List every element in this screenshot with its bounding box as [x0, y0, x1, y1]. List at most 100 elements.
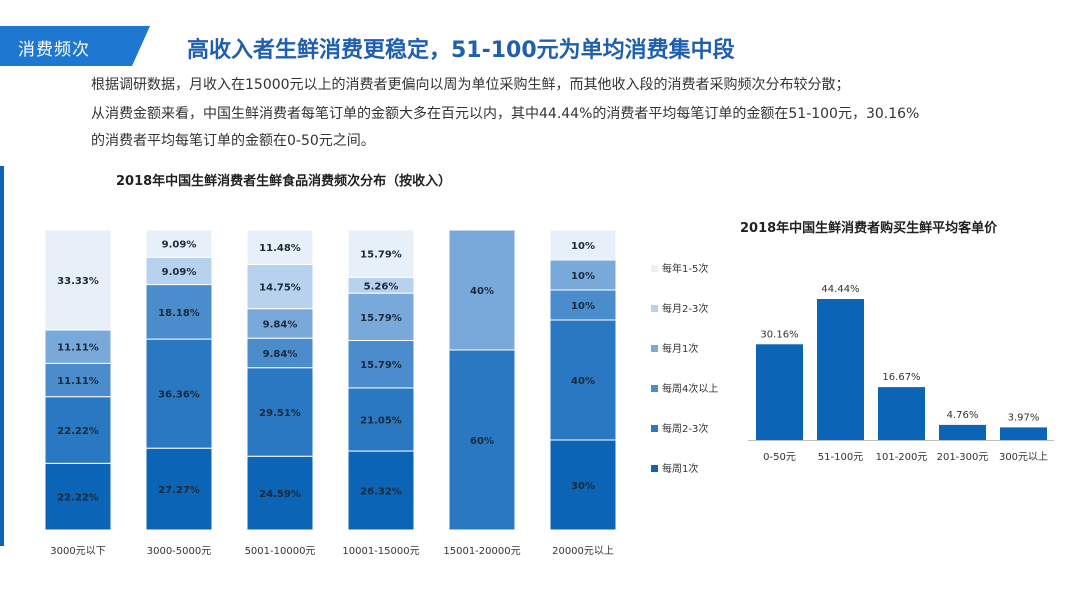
legend-label: 每周2-3次 — [662, 422, 708, 435]
stacked-bar-segment — [246, 229, 314, 265]
legend-label: 每月2-3次 — [662, 302, 708, 315]
stacked-bar-label: 14.75% — [259, 283, 301, 294]
stacked-bar-segment — [246, 455, 314, 531]
legend-label: 每周4次以上 — [662, 382, 718, 395]
description-line-3: 的消费者平均每笔订单的金额在0-50元之间。 — [91, 133, 375, 149]
stacked-bar-label: 22.22% — [57, 493, 99, 504]
description-line-1: 根据调研数据，月收入在15000元以上的消费者更偏向以周为单位采购生鲜，而其他收… — [91, 77, 850, 93]
stacked-bar-segment — [145, 284, 213, 340]
stacked-bar-label: 36.36% — [158, 390, 200, 401]
stacked-bar-label: 18.18% — [158, 308, 200, 319]
stacked-bar-label: 33.33% — [57, 276, 99, 287]
stacked-bar-label: 26.32% — [360, 487, 402, 498]
stacked-bar-label: 9.84% — [263, 319, 298, 330]
stacked-bar-label: 40% — [571, 376, 595, 387]
stacked-x-tick-label: 10001-15000元 — [342, 546, 419, 557]
stacked-bar-segment — [44, 329, 112, 364]
stacked-x-tick-label: 5001-10000元 — [245, 546, 316, 557]
stacked-bar-segment — [549, 289, 617, 321]
stacked-bar-segment — [347, 340, 415, 389]
price-bar-label: 3.97% — [1008, 412, 1040, 423]
stacked-bar-segment — [145, 338, 213, 449]
stacked-bar-segment — [246, 337, 314, 369]
stacked-bar-segment — [145, 256, 213, 286]
price-x-tick-label: 101-200元 — [876, 452, 928, 463]
section-tag: 消费频次 — [0, 26, 150, 66]
legend-swatch — [651, 465, 658, 472]
bar-chart-title: 2018年中国生鲜消费者购买生鲜平均客单价 — [740, 221, 998, 236]
price-bar-label: 4.76% — [947, 410, 979, 421]
stacked-bar-segment — [145, 229, 213, 258]
legend-swatch — [651, 425, 658, 432]
stacked-bar-label: 29.51% — [259, 408, 301, 419]
stacked-bar-segment — [549, 439, 617, 531]
stacked-bar-segment — [44, 229, 112, 331]
stacked-bar-label: 11.11% — [57, 376, 99, 387]
stacked-bar-segment — [549, 259, 617, 291]
price-x-tick-label: 0-50元 — [763, 452, 796, 463]
legend-swatch — [651, 385, 658, 392]
price-x-tick-label: 201-300元 — [937, 452, 989, 463]
stacked-bar-segment — [145, 447, 213, 531]
stacked-bar-segment — [347, 450, 415, 531]
price-bar — [1000, 427, 1047, 440]
price-bar-label: 30.16% — [760, 329, 798, 340]
stacked-bar-segment — [347, 387, 415, 452]
stacked-bar-label: 22.22% — [57, 426, 99, 437]
legend-label: 每年1-5次 — [662, 262, 708, 275]
legend-label: 每月1次 — [662, 342, 698, 355]
stacked-bar-label: 30% — [571, 481, 595, 492]
stacked-bar-label: 21.05% — [360, 415, 402, 426]
price-x-tick-label: 300元以上 — [999, 451, 1048, 463]
stacked-bar-segment — [448, 349, 516, 531]
legend-swatch — [651, 265, 658, 272]
stacked-bar-segment — [44, 362, 112, 398]
description-line-2: 从消费金额来看，中国生鲜消费者每笔订单的金额大多在百元以内，其中44.44%的消… — [91, 106, 920, 122]
price-bar-label: 44.44% — [821, 284, 859, 295]
stacked-bar-segment — [347, 292, 415, 342]
stacked-bar-chart: 22.22% 22.22% 11.11% 11.11% 33.33% 3000元以下 27.… — [44, 229, 718, 557]
stacked-bar-label: 10% — [571, 301, 595, 312]
stacked-bar-label: 10% — [571, 271, 595, 282]
stacked-bar-segment — [448, 229, 516, 351]
stacked-bar-label: 40% — [470, 286, 494, 297]
stacked-bar-label: 10% — [571, 241, 595, 252]
price-bar-label: 16.67% — [882, 372, 920, 383]
left-accent-bar — [0, 166, 4, 546]
price-bar — [756, 344, 803, 440]
stacked-bar-label: 11.48% — [259, 243, 301, 254]
stacked-bar-label: 11.11% — [57, 343, 99, 354]
stacked-bar-label: 5.26% — [364, 281, 399, 292]
stacked-x-tick-label: 20000元以上 — [552, 545, 614, 557]
stacked-bar-label: 27.27% — [158, 485, 200, 496]
stacked-bar-label: 15.79% — [360, 360, 402, 371]
stacked-bar-segment — [44, 462, 112, 531]
stacked-bar-segment — [246, 263, 314, 310]
price-bar — [939, 424, 986, 440]
stacked-bar-segment — [246, 308, 314, 339]
stacked-bar-label: 9.09% — [162, 240, 197, 251]
page-title: 高收入者生鲜消费更稳定，51-100元为单均消费集中段 — [187, 38, 735, 63]
stacked-bar-label: 24.59% — [259, 489, 301, 500]
legend-swatch — [651, 305, 658, 312]
stacked-bar-segment — [347, 229, 415, 278]
stacked-bar-label: 15.79% — [360, 313, 402, 324]
stacked-x-tick-label: 3000-5000元 — [147, 546, 212, 557]
stacked-bar-label: 60% — [470, 436, 494, 447]
section-tag-label: 消费频次 — [18, 40, 90, 60]
price-bar — [878, 387, 925, 440]
price-bar-chart: 30.16% 0-50元 44.44% 51-100元 16.67% 101-200元 4.… — [748, 284, 1054, 463]
stacked-bar-label: 9.84% — [263, 349, 298, 360]
legend-swatch — [651, 345, 658, 352]
price-bar — [817, 299, 864, 440]
stacked-chart-title: 2018年中国生鲜消费者生鲜食品消费频次分布（按收入） — [116, 174, 452, 189]
stacked-x-tick-label: 15001-20000元 — [443, 546, 520, 557]
stacked-x-tick-label: 3000元以下 — [50, 546, 105, 557]
stacked-bar-label: 9.09% — [162, 267, 197, 278]
stacked-bar-segment — [549, 319, 617, 441]
price-x-tick-label: 51-100元 — [818, 452, 863, 463]
section-tag-shape — [0, 26, 150, 66]
stacked-bar-label: 15.79% — [360, 250, 402, 261]
stacked-bar-segment — [549, 229, 617, 261]
stacked-bar-segment — [246, 367, 314, 457]
